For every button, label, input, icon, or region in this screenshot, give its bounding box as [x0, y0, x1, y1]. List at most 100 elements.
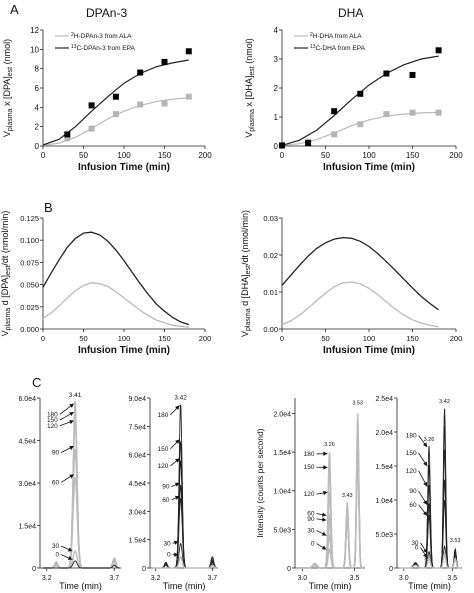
annotation-arrowhead [423, 481, 428, 487]
y-axis-title-part: plasma [245, 308, 252, 331]
chromatogram-trace [398, 551, 461, 569]
peak-label: 3.53 [352, 400, 363, 406]
y-tick-label: 0.000 [20, 325, 39, 334]
legend-entry: 13C-DPAn-3 from EPA [71, 44, 135, 52]
y-axis-title-part: est [5, 266, 12, 275]
rate-curve-epa [281, 236, 439, 311]
y-tick-label: 6.0e4 [18, 396, 36, 403]
annotation-arrowhead [174, 458, 180, 463]
chromatogram-trace [42, 560, 120, 569]
data-point-marker [331, 131, 338, 138]
peak-label: 3.26 [424, 437, 435, 443]
y-tick-label: 0.01 [263, 288, 278, 297]
legend-entry-sup: 2 [71, 32, 74, 38]
y-tick-label: 12 [30, 26, 39, 35]
annotation-arrowhead [67, 555, 73, 560]
annotation-label: 60 [307, 510, 315, 517]
x-axis-title: Time (min) [309, 581, 352, 591]
y-tick-label: 0.050 [20, 281, 39, 290]
x-tick-label: 100 [118, 334, 131, 343]
y-tick-label: 2.0e4 [375, 430, 393, 437]
y-tick-label: 9.0e4 [128, 396, 146, 403]
y-tick-label: 6 [35, 84, 40, 93]
y-tick-label: 1.0e4 [273, 489, 291, 496]
annotation-arrowhead [423, 500, 428, 505]
y-axis-title-part: (nmol) [2, 39, 12, 67]
y-axis-title-part: d [DHA] [240, 274, 250, 308]
x-tick-label: 50 [321, 334, 329, 343]
annotation-arrowhead [422, 442, 428, 447]
annotation-arrowhead [69, 446, 74, 450]
x-tick-label: 3.0 [297, 575, 307, 582]
y-tick-label: 0.00 [263, 325, 278, 334]
panel-letter-c: C [32, 375, 41, 390]
y-tick-label: 0 [35, 142, 40, 151]
data-point-marker [64, 135, 71, 142]
annotation-label: 90 [52, 450, 60, 457]
y-axis-title: Vplasma x [DPA]est (nmol) [2, 39, 14, 137]
y-tick-label: 0 [274, 142, 279, 151]
annotation-label: 30 [163, 540, 171, 547]
chart-a-dha: 0 50 100 150 200 0 1 2 3 4 Infusion Time (min) Vpla… [244, 26, 463, 173]
legend: 2H-DHA from ALA 13C-DHA from EPA [294, 32, 366, 52]
peak-label: 3.26 [324, 442, 335, 448]
y-tick-label: 2 [35, 123, 40, 132]
peak-label: 3.42 [174, 395, 187, 402]
data-point-marker [435, 47, 442, 54]
data-point-marker [383, 111, 390, 118]
data-point-marker [161, 58, 168, 65]
annotation-arrowhead [174, 482, 180, 487]
legend-entry: 2H-DPAn-3 from ALA [71, 32, 132, 40]
annotation-arrowhead [67, 547, 73, 552]
chromatogram-trace [398, 544, 461, 569]
x-tick-label: 3.5 [350, 575, 360, 582]
y-tick-label: 1.5e4 [273, 450, 291, 457]
annotation-label: 120 [406, 468, 417, 475]
y-tick-label: 0 [142, 566, 146, 573]
legend-entry-sup: 13 [71, 44, 77, 50]
peak-label: 3.41 [69, 392, 82, 399]
annotation-label: 30 [52, 543, 60, 550]
x-tick-label: 3.0 [399, 575, 409, 582]
y-axis-title-part: x [DPA] [2, 76, 12, 108]
data-point-marker [409, 71, 416, 78]
y-tick-label: 0 [389, 566, 393, 573]
y-tick-label: 0.125 [20, 214, 39, 223]
peak-label: 3.53 [450, 538, 461, 544]
y-axis-title-part: /dt (nmol/min) [240, 210, 250, 265]
x-tick-label: 3.2 [42, 575, 52, 582]
annotation-label: 90 [307, 516, 315, 523]
y-tick-label: 0.075 [20, 258, 39, 267]
y-tick-label: 5.0e3 [273, 527, 291, 534]
annotation-label: 60 [52, 479, 60, 486]
y-tick-label: 0 [32, 566, 36, 573]
y-axis-title-part: (nmol) [244, 38, 254, 66]
annotation-label: 150 [304, 464, 315, 471]
peak-label: 3.42 [439, 399, 450, 405]
chromatogram-trace [42, 477, 120, 569]
annotation-label: 120 [157, 463, 168, 470]
data-point-marker [112, 93, 119, 100]
data-point-marker [383, 70, 390, 77]
annotation-label: 0 [167, 552, 171, 559]
annotation-arrowhead [173, 540, 179, 545]
x-tick-label: 150 [406, 151, 420, 160]
annotation-arrowhead [323, 490, 328, 496]
annotation-label: 0 [56, 552, 60, 559]
chart-c-3: 3.0 3.5 0 5.0e3 1.0e4 1.5e4 2.0e4 Time (min) 3.2… [255, 398, 365, 591]
y-axis-title-part: V [2, 131, 12, 137]
y-tick-label: 3 [274, 55, 279, 64]
x-tick-label: 150 [158, 151, 172, 160]
chromatogram-trace [152, 459, 217, 569]
legend-entry-text: H-DHA from ALA [313, 33, 362, 40]
x-tick-label: 0 [41, 334, 45, 343]
annotation-label: 90 [409, 488, 417, 495]
title-dha: DHA [338, 6, 363, 20]
y-tick-label: 1 [274, 113, 279, 122]
x-tick-label: 100 [363, 334, 376, 343]
x-axis-title: Infusion Time (min) [323, 345, 415, 356]
x-tick-label: 3.5 [447, 575, 457, 582]
data-point-marker [88, 102, 95, 109]
annotation-label: 180 [406, 432, 417, 439]
